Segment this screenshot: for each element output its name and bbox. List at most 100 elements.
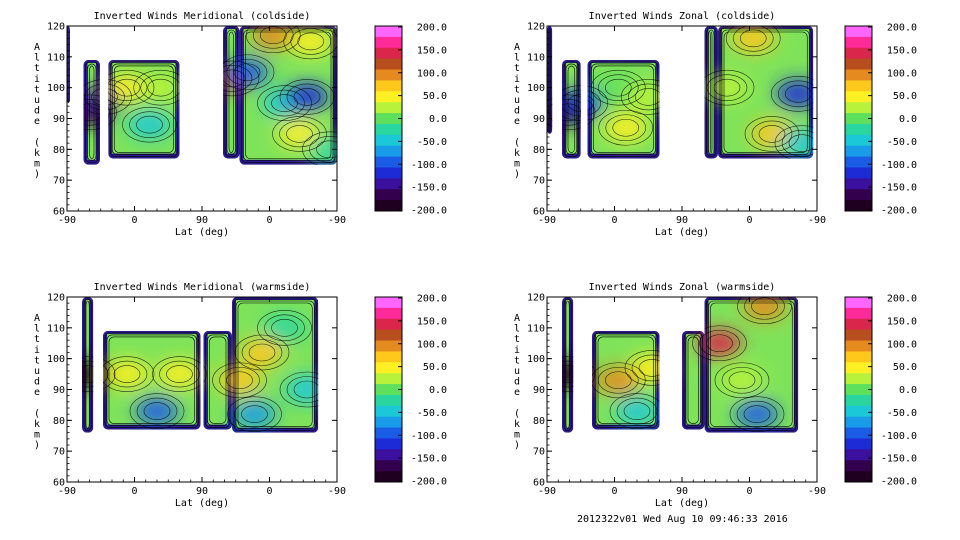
contour-line bbox=[87, 63, 97, 162]
x-tick-label: 0 bbox=[131, 215, 137, 226]
contour-line bbox=[248, 343, 276, 362]
contour-line bbox=[732, 26, 774, 52]
y-tick-label: 80 bbox=[53, 145, 65, 156]
colorbar-tick-label: 0.0 bbox=[429, 114, 447, 125]
colorbar-swatch bbox=[845, 373, 872, 385]
region-core bbox=[686, 333, 701, 425]
colorbar-swatch bbox=[845, 351, 872, 363]
contour-line bbox=[774, 125, 814, 159]
contour-line bbox=[279, 371, 319, 408]
contour-line bbox=[604, 371, 632, 390]
contour-line bbox=[129, 111, 170, 138]
contour-line bbox=[237, 302, 313, 427]
contour-line bbox=[104, 332, 199, 428]
field-feature bbox=[705, 73, 749, 102]
x-tick-label: -90 bbox=[58, 215, 76, 226]
colorbar-tick-label: 200.0 bbox=[887, 23, 917, 34]
field-feature bbox=[742, 297, 787, 321]
colorbar-swatch bbox=[845, 307, 872, 320]
contour-line bbox=[685, 334, 701, 426]
colorbar-tick-label: -200.0 bbox=[411, 206, 447, 217]
field-feature bbox=[776, 79, 814, 108]
colorbar-tick-label: 100.0 bbox=[417, 339, 447, 350]
field-feature bbox=[285, 375, 319, 404]
colorbar: 200.0 150.0 100.0 50.0 0.0 -50.0 -100.0 -150.0 -… bbox=[374, 23, 447, 217]
colorbar-swatch bbox=[845, 134, 872, 147]
contour-line bbox=[714, 362, 770, 399]
y-tick-label: 110 bbox=[47, 323, 65, 334]
contour-line bbox=[108, 336, 195, 424]
y-tick-label: 120 bbox=[47, 293, 65, 304]
contour-line bbox=[293, 380, 319, 399]
contour-line bbox=[212, 362, 267, 399]
contour-line bbox=[228, 31, 234, 153]
colorbar-tick-label: 150.0 bbox=[887, 45, 917, 56]
colorbar-tick-label: -100.0 bbox=[411, 160, 447, 171]
contour-line bbox=[245, 31, 332, 160]
contour-line bbox=[788, 134, 814, 152]
colorbar-tick-label: 0.0 bbox=[429, 385, 447, 396]
x-tick-label: 0 bbox=[746, 486, 752, 497]
contour-line bbox=[567, 65, 576, 153]
field-feature bbox=[105, 360, 149, 389]
contour-line bbox=[721, 29, 810, 155]
contour-line bbox=[241, 27, 336, 164]
colorbar-swatch bbox=[375, 69, 402, 81]
field-feature bbox=[135, 397, 179, 426]
colorbar-swatch bbox=[845, 460, 872, 472]
colorbar-swatch bbox=[845, 58, 872, 71]
chart-panel-2: Inverted Winds Zonal (coldside) -90 0 90 0 -9… bbox=[514, 11, 917, 238]
colorbar-swatch bbox=[375, 156, 402, 168]
colorbar-tick-label: -150.0 bbox=[411, 183, 447, 194]
y-tick-label: 60 bbox=[533, 478, 545, 489]
colorbar-swatch bbox=[845, 80, 872, 92]
colorbar-tick-label: 100.0 bbox=[887, 339, 917, 350]
contour-line bbox=[710, 31, 713, 153]
field-feature bbox=[225, 58, 269, 87]
contour-line bbox=[616, 397, 658, 425]
contour-line bbox=[136, 397, 178, 425]
contour-line bbox=[109, 61, 178, 157]
y-tick-label: 80 bbox=[533, 416, 545, 427]
contour-line bbox=[565, 300, 570, 429]
contour-line bbox=[699, 329, 740, 357]
field-feature bbox=[780, 129, 814, 158]
colorbar-swatch bbox=[845, 156, 872, 168]
colorbar-swatch bbox=[845, 384, 872, 396]
colorbar-swatch bbox=[375, 362, 402, 374]
colorbar-swatch bbox=[845, 167, 872, 179]
contour-line bbox=[205, 332, 231, 428]
contour-line bbox=[612, 118, 640, 137]
contour-line bbox=[623, 402, 651, 420]
colorbar-swatch bbox=[375, 200, 402, 212]
colorbar-tick-label: 50.0 bbox=[893, 362, 917, 373]
colorbar-tick-label: -200.0 bbox=[881, 206, 917, 217]
contour-line bbox=[563, 61, 580, 157]
contour-line bbox=[111, 63, 176, 155]
field-feature bbox=[262, 313, 307, 342]
chart-title: Inverted Winds Zonal (coldside) bbox=[589, 11, 776, 22]
colorbar-swatch bbox=[845, 405, 872, 418]
colorbar-tick-label: -100.0 bbox=[411, 431, 447, 442]
colorbar-swatch bbox=[375, 405, 402, 418]
field-feature bbox=[720, 366, 764, 395]
y-tick-label: 110 bbox=[47, 52, 65, 63]
y-tick-label: 100 bbox=[527, 354, 545, 365]
contour-line bbox=[257, 310, 312, 346]
contour-line bbox=[264, 314, 305, 342]
field-feature bbox=[615, 397, 659, 426]
contour-line bbox=[692, 325, 747, 362]
colorbar-swatch bbox=[845, 471, 872, 483]
x-tick-label: 0 bbox=[611, 486, 617, 497]
contour-line bbox=[226, 371, 253, 390]
contour-line bbox=[743, 405, 771, 423]
y-tick-label: 90 bbox=[53, 385, 65, 396]
colorbar-swatch bbox=[375, 427, 402, 439]
contour-line bbox=[728, 371, 756, 390]
x-tick-label: 90 bbox=[676, 215, 688, 226]
colorbar-tick-label: 0.0 bbox=[899, 385, 917, 396]
y-tick-label: 60 bbox=[53, 207, 65, 218]
colorbar-swatch bbox=[375, 340, 402, 352]
